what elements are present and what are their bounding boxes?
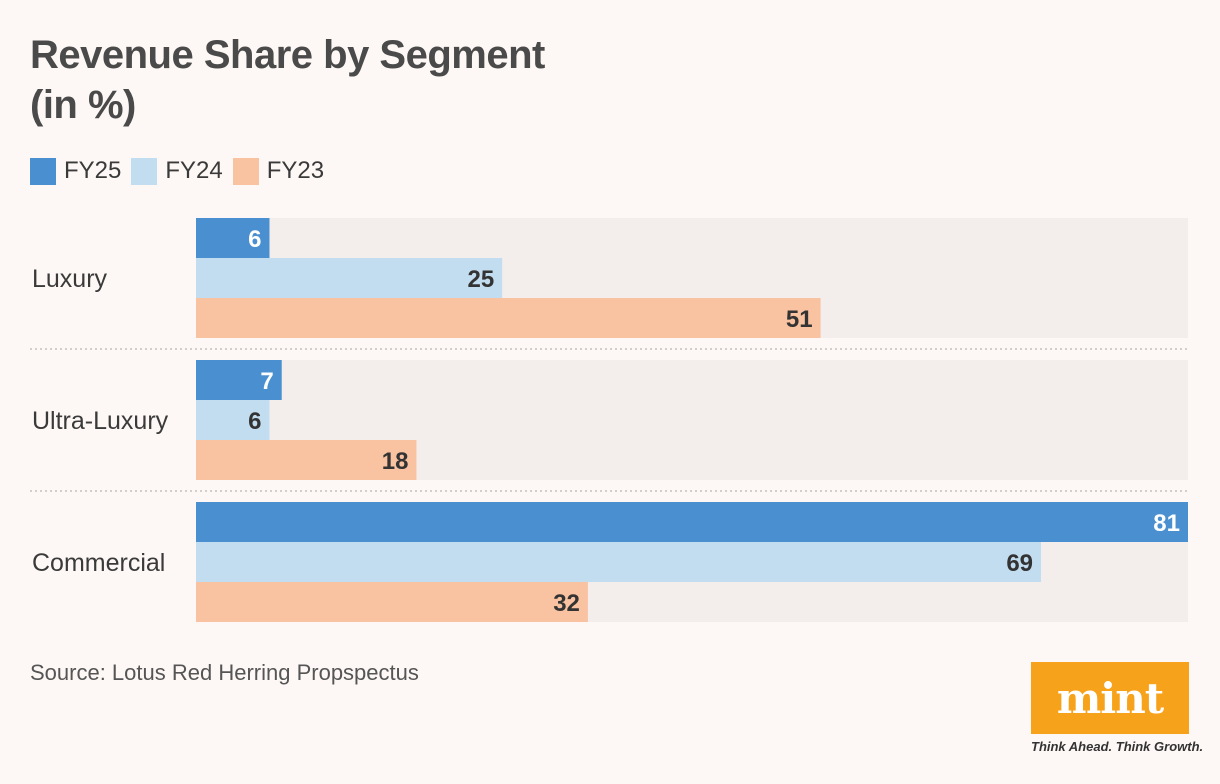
legend-label-fy23: FY23 bbox=[266, 157, 325, 184]
legend-item-fy24: FY24 bbox=[131, 157, 223, 185]
legend-swatch-fy24 bbox=[131, 157, 158, 185]
data-label-luxury-fy24: 25 bbox=[467, 266, 494, 293]
category-label-commercial: Commercial bbox=[32, 549, 165, 577]
title-line-2: (in %) bbox=[30, 83, 136, 127]
bar-commercial-fy24 bbox=[196, 542, 1042, 582]
bar-ultra-luxury-fy24 bbox=[196, 400, 270, 440]
data-label-ultra-luxury-fy25: 7 bbox=[260, 368, 273, 395]
category-label-luxury: Luxury bbox=[32, 265, 108, 293]
bar-luxury-fy24 bbox=[196, 258, 503, 298]
category-label-ultra-luxury: Ultra-Luxury bbox=[32, 407, 169, 435]
legend-item-fy25: FY25 bbox=[30, 157, 121, 185]
data-label-ultra-luxury-fy24: 6 bbox=[248, 408, 261, 435]
data-label-ultra-luxury-fy23: 18 bbox=[382, 448, 409, 475]
bar-luxury-fy23 bbox=[196, 298, 821, 338]
bar-luxury-fy25 bbox=[196, 218, 270, 258]
legend: FY25 FY24 FY23 bbox=[30, 156, 334, 186]
data-label-luxury-fy23: 51 bbox=[786, 306, 813, 333]
bar-ultra-luxury-fy25 bbox=[196, 360, 282, 400]
logo-tagline: Think Ahead. Think Growth. bbox=[1031, 739, 1204, 754]
logo-text: mint bbox=[1056, 673, 1164, 723]
chart-title: Revenue Share by Segment (in %) bbox=[30, 30, 545, 130]
data-label-commercial-fy24: 69 bbox=[1006, 550, 1033, 577]
mint-logo: mint bbox=[1031, 662, 1189, 734]
bar-commercial-fy25 bbox=[196, 502, 1188, 542]
bar-ultra-luxury-fy23 bbox=[196, 440, 417, 480]
title-line-1: Revenue Share by Segment bbox=[30, 33, 545, 77]
source-note: Source: Lotus Red Herring Propspectus bbox=[30, 660, 419, 685]
data-label-luxury-fy25: 6 bbox=[248, 226, 261, 253]
data-label-commercial-fy25: 81 bbox=[1153, 510, 1180, 537]
legend-swatch-fy23 bbox=[232, 157, 259, 185]
legend-label-fy25: FY25 bbox=[64, 157, 122, 184]
legend-item-fy23: FY23 bbox=[232, 157, 325, 185]
bar-commercial-fy23 bbox=[196, 582, 588, 622]
legend-label-fy24: FY24 bbox=[165, 157, 223, 184]
legend-swatch-fy25 bbox=[30, 157, 56, 185]
data-label-commercial-fy23: 32 bbox=[553, 590, 580, 617]
